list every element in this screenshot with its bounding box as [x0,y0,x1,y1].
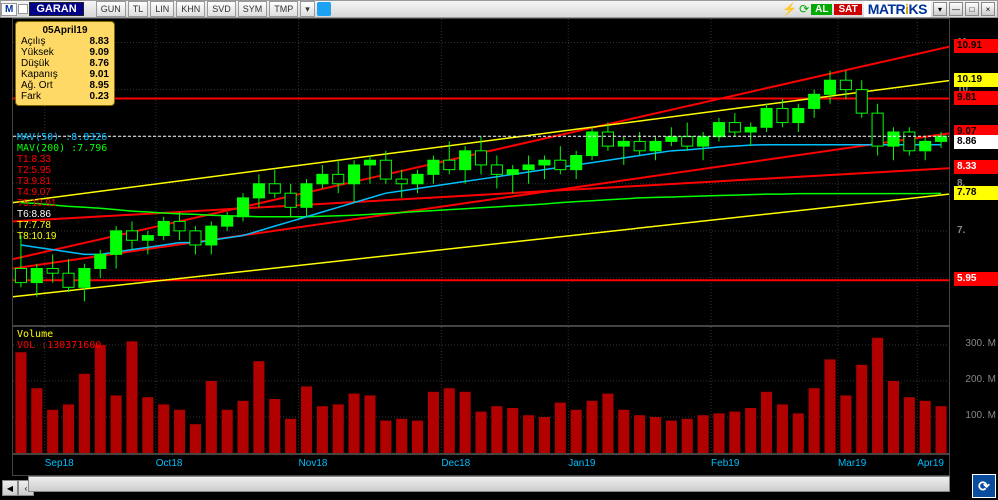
sat-button[interactable]: SAT [834,4,861,15]
ohlc-row: Fark0.23 [21,91,109,102]
close-button[interactable]: × [981,2,995,16]
refresh-corner-button[interactable]: ⟳ [972,474,996,498]
toolbar-button-svd[interactable]: SVD [207,1,236,17]
price-level-label: 5.95 [954,272,998,286]
xaxis-label: Oct18 [156,458,183,469]
minimize-button[interactable]: — [949,2,963,16]
lightning-icon[interactable]: ⚡ [782,2,797,16]
horizontal-scrollbar[interactable] [28,476,950,492]
trendline-label: T6:8.86 [17,209,56,220]
trendline-label: T4:9.07 [17,187,56,198]
brand-label: MATRiKS [864,1,931,17]
price-level-label: 7.78 [954,186,998,200]
toolbar-button-sym[interactable]: SYM [238,1,268,17]
volume-tick: 200. M [965,374,996,385]
refresh-icon[interactable]: ⟳ [799,2,809,16]
axis-tick: 7. [954,224,998,238]
toolbar-button-gun[interactable]: GUN [96,1,126,17]
mav200-label: MAV(200) :7.796 [17,143,107,154]
xaxis-label: Apr19 [917,458,944,469]
trendline-label: T8:10.19 [17,231,56,242]
ohlc-row: Düşük8.76 [21,58,109,69]
xaxis-label: Jan19 [568,458,595,469]
ohlc-row: Ağ. Ort8.95 [21,80,109,91]
price-chart[interactable]: 05April19 Açılış8.83Yüksek9.09Düşük8.76K… [12,18,950,326]
xaxis-label: Feb19 [711,458,739,469]
al-button[interactable]: AL [811,4,832,15]
maximize-button[interactable]: □ [965,2,979,16]
volume-tick: 300. M [965,338,996,349]
volume-value: VOL :130371600 [17,340,101,351]
price-level-label: 10.91 [954,39,998,53]
price-axis: 6.7.8.9.10.11.10.9110.199.819.078.868.33… [950,18,998,326]
app-icon: M [1,3,17,16]
volume-axis: 100. M 200. M 300. M [950,326,998,454]
volume-tick: 100. M [965,410,996,421]
scroll-left-button[interactable]: ◀ [2,480,18,496]
trendline-labels: T1:8.33T2:5.95T3:9.81T4:9.07T5:10.91T6:8… [17,154,56,242]
volume-label: Volume [17,329,53,340]
toolbar: M GARAN GUNTLLINKHNSVDSYMTMP ▾ ⚡ ⟳ AL SA… [0,0,998,18]
xaxis-label: Mar19 [838,458,866,469]
toolbar-button-khn[interactable]: KHN [176,1,205,17]
toolbar-button-tmp[interactable]: TMP [269,1,298,17]
trendline-label: T7:7.78 [17,220,56,231]
ohlc-date: 05April19 [21,25,109,36]
time-axis: Sep18 Oct18 Nov18 Dec18 Jan19 Feb19 Mar19 Apr19 [12,454,950,476]
toolbar-button-tl[interactable]: TL [128,1,149,17]
ohlc-row: Kapanış9.01 [21,69,109,80]
xaxis-label: Nov18 [299,458,328,469]
trendline-label: T2:5.95 [17,165,56,176]
twitter-icon[interactable] [317,2,331,16]
toolbar-button-lin[interactable]: LIN [150,1,174,17]
xaxis-label: Sep18 [45,458,74,469]
price-level-label: 8.33 [954,160,998,174]
xaxis-label: Dec18 [441,458,470,469]
dropdown-button[interactable]: ▾ [300,1,315,17]
ohlc-row: Yüksek9.09 [21,47,109,58]
price-level-label: 9.81 [954,91,998,105]
trendline-label: T5:10.91 [17,198,56,209]
compact-button[interactable]: ▾ [933,2,947,16]
mav50-label: MAV(50) :8.8326 [17,132,107,143]
trendline-label: T3:9.81 [17,176,56,187]
trendline-label: T1:8.33 [17,154,56,165]
price-level-label: 10.19 [954,73,998,87]
ohlc-row: Açılış8.83 [21,36,109,47]
price-level-label: 8.86 [954,135,998,149]
ohlc-box: 05April19 Açılış8.83Yüksek9.09Düşük8.76K… [15,21,115,106]
symbol-label[interactable]: GARAN [29,2,83,16]
volume-chart[interactable]: Volume VOL :130371600 [12,326,950,454]
